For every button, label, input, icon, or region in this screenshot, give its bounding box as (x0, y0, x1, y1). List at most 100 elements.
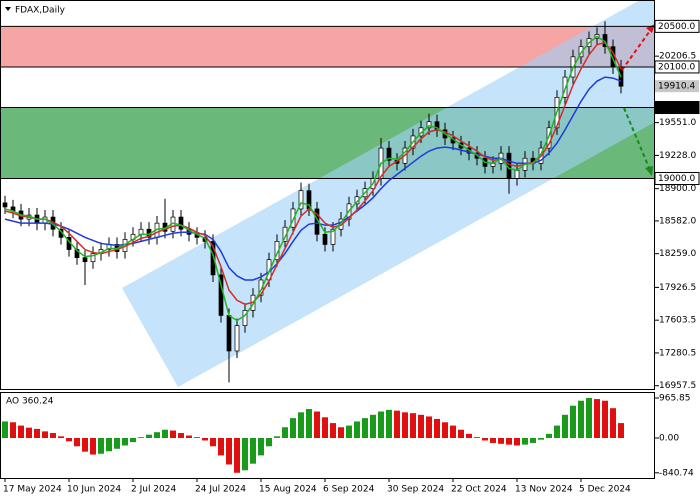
candle-body (138, 228, 144, 235)
candle-body (242, 310, 248, 326)
x-tick-label: 22 Oct 2024 (451, 485, 507, 495)
y-tick-label: 18900.0 (659, 184, 696, 194)
moving-average (4, 76, 622, 281)
ao-bar (250, 438, 256, 464)
x-tick-label: 17 May 2024 (3, 485, 62, 495)
ao-bar (258, 438, 264, 456)
level-label-box (654, 172, 700, 186)
x-tick-label: 5 Dec 2024 (579, 485, 631, 495)
candle-body (226, 315, 232, 352)
y-tick-label: 17926.5 (659, 283, 696, 293)
ao-bar (210, 438, 216, 447)
candle-body (298, 190, 304, 210)
forecast-down-arrow (623, 107, 651, 171)
y-tick-label: 18582.0 (659, 216, 696, 226)
ao-bar (90, 438, 96, 455)
ao-bar (226, 438, 232, 465)
ao-bar (330, 423, 336, 439)
ao-bar (202, 438, 208, 441)
x-tick-label: 15 Aug 2024 (259, 485, 317, 495)
ao-bar (522, 438, 528, 445)
ao-bar (610, 408, 616, 439)
ao-bar (170, 430, 176, 439)
y-tick-label: 18259.0 (659, 249, 696, 259)
price-label: 19910.4 (658, 82, 695, 92)
level-label-box (654, 19, 700, 33)
ao-bar (2, 421, 8, 439)
level-label: 19000.0 (658, 174, 695, 184)
ao-bar (602, 400, 608, 439)
level-label-box (654, 101, 700, 115)
ao-bar (234, 438, 240, 473)
candle-body (514, 170, 520, 179)
ao-bar (482, 438, 488, 441)
ao-tick-label: -840.74 (659, 468, 694, 478)
ao-bar (138, 437, 144, 439)
level-label: 19700.0 (658, 103, 695, 113)
x-tick-label: 2 Jul 2024 (131, 485, 176, 495)
x-tick-label: 24 Jul 2024 (195, 485, 246, 495)
chart-title: FDAX,Daily (15, 6, 66, 16)
ao-bar (386, 409, 392, 439)
ao-bar (442, 422, 448, 439)
ao-bar (82, 438, 88, 452)
price-frame (0, 0, 655, 390)
ao-bar (434, 418, 440, 439)
ao-bar (578, 400, 584, 439)
ao-bar (314, 411, 320, 439)
ao-bar (26, 427, 32, 439)
ao-bar (34, 428, 40, 439)
ao-tick-label: 0.00 (659, 434, 679, 444)
ao-bar (418, 414, 424, 439)
candle-body (234, 325, 240, 352)
moving-average (4, 35, 622, 322)
ao-bar (186, 435, 192, 439)
level-label: 20100.0 (658, 62, 695, 72)
candle-body (290, 208, 296, 228)
candle-body (178, 216, 184, 230)
ao-bar (498, 438, 504, 444)
ao-bar (450, 425, 456, 439)
ao-bar (458, 429, 464, 439)
ao-bar (426, 416, 432, 439)
ao-tick-label: 965.85 (659, 394, 691, 404)
ao-bar (562, 414, 568, 439)
ao-bar (378, 411, 384, 439)
candle-body (82, 257, 88, 263)
ao-bar (298, 412, 304, 439)
ao-bar (114, 438, 120, 449)
ao-bar (394, 410, 400, 439)
arrow-head (645, 166, 653, 176)
candle-body (322, 233, 328, 245)
ao-bar (506, 438, 512, 445)
ao-bar (546, 433, 552, 439)
candle-body (210, 241, 216, 276)
ao-bar (106, 438, 112, 452)
ao-bar (306, 409, 312, 439)
menu-triangle (5, 7, 11, 11)
ao-bar (530, 438, 536, 443)
candle-body (386, 147, 392, 161)
price-label-box (655, 80, 699, 93)
ao-frame (0, 392, 655, 479)
ao-bar (58, 436, 64, 439)
candle-body (330, 228, 336, 245)
ao-bar (274, 436, 280, 439)
ao-bar (554, 425, 560, 439)
ao-bar (354, 421, 360, 439)
level-label: 20500.0 (658, 22, 695, 32)
ao-bar (282, 427, 288, 439)
ao-bar (474, 437, 480, 439)
ao-bar (66, 438, 72, 442)
ao-bar (466, 433, 472, 439)
ao-bar (18, 425, 24, 439)
ao-bar (74, 438, 80, 447)
x-tick-label: 30 Sep 2024 (387, 485, 444, 495)
ao-bar (130, 438, 136, 443)
level-label-box (654, 60, 700, 74)
trend-channel (122, 0, 655, 387)
ao-bar (346, 425, 352, 439)
ao-bar (402, 412, 408, 439)
ao-bar (178, 433, 184, 439)
ao-bar (322, 417, 328, 439)
